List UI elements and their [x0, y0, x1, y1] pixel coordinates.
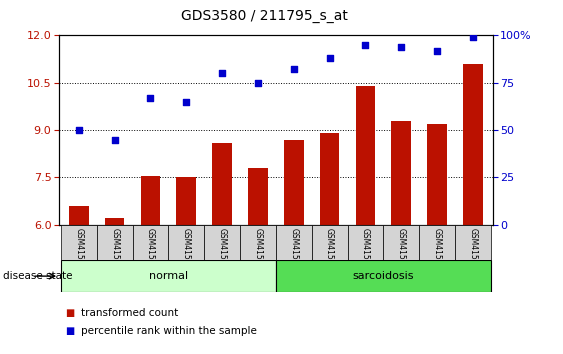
Text: GSM415397: GSM415397: [468, 228, 477, 274]
Text: ■: ■: [65, 308, 74, 318]
Bar: [347, 225, 383, 260]
Text: GSM415391: GSM415391: [253, 228, 262, 274]
Text: GSM415387: GSM415387: [110, 228, 119, 274]
Bar: [391, 121, 411, 225]
Bar: [61, 260, 276, 292]
Bar: [320, 133, 339, 225]
Bar: [284, 139, 303, 225]
Text: GSM415395: GSM415395: [397, 228, 406, 274]
Point: [468, 34, 477, 40]
Bar: [356, 86, 376, 225]
Point: [432, 48, 441, 53]
Point: [110, 137, 119, 142]
Bar: [463, 64, 483, 225]
Point: [182, 99, 191, 104]
Text: GSM415390: GSM415390: [218, 228, 227, 274]
Bar: [248, 168, 268, 225]
Text: normal: normal: [149, 271, 188, 281]
Bar: [427, 124, 447, 225]
Bar: [97, 225, 132, 260]
Bar: [240, 225, 276, 260]
Text: transformed count: transformed count: [81, 308, 178, 318]
Text: GSM415389: GSM415389: [182, 228, 191, 274]
Bar: [176, 177, 196, 225]
Point: [218, 70, 227, 76]
Bar: [312, 225, 347, 260]
Text: GSM415386: GSM415386: [74, 228, 83, 274]
Bar: [105, 218, 124, 225]
Bar: [383, 225, 419, 260]
Text: ■: ■: [65, 326, 74, 336]
Text: GSM415393: GSM415393: [325, 228, 334, 274]
Bar: [455, 225, 491, 260]
Text: GSM415396: GSM415396: [432, 228, 441, 274]
Point: [325, 55, 334, 61]
Bar: [61, 225, 97, 260]
Text: disease state: disease state: [3, 271, 72, 281]
Point: [289, 67, 298, 72]
Bar: [276, 260, 491, 292]
Text: GDS3580 / 211795_s_at: GDS3580 / 211795_s_at: [181, 9, 348, 23]
Bar: [204, 225, 240, 260]
Bar: [419, 225, 455, 260]
Bar: [168, 225, 204, 260]
Bar: [212, 143, 232, 225]
Bar: [132, 225, 168, 260]
Bar: [141, 176, 160, 225]
Text: GSM415392: GSM415392: [289, 228, 298, 274]
Bar: [276, 225, 312, 260]
Point: [253, 80, 262, 86]
Text: GSM415394: GSM415394: [361, 228, 370, 274]
Point: [146, 95, 155, 101]
Point: [74, 127, 83, 133]
Point: [397, 44, 406, 50]
Bar: [69, 206, 89, 225]
Text: sarcoidosis: sarcoidosis: [352, 271, 414, 281]
Text: percentile rank within the sample: percentile rank within the sample: [81, 326, 256, 336]
Point: [361, 42, 370, 48]
Text: GSM415388: GSM415388: [146, 228, 155, 274]
